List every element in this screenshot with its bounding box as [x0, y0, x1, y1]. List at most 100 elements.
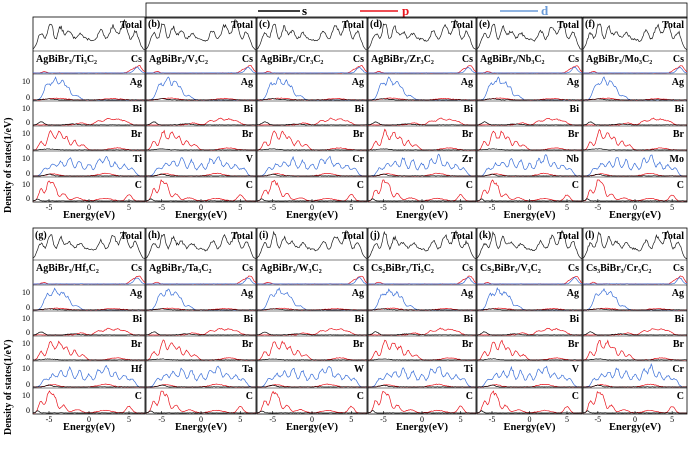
- element-label: Br: [131, 339, 143, 350]
- y-tick-label: 10: [22, 77, 30, 86]
- y-tick-label: 0: [26, 380, 30, 389]
- x-axis-title: Energy(eV): [63, 422, 115, 433]
- s-orbital-curve: [33, 121, 146, 126]
- s-orbital-curve: [367, 331, 476, 336]
- d-orbital-curve: [145, 365, 256, 388]
- panel-tag: (h): [148, 230, 160, 241]
- system-label: AgBiBr₃/Zr₃C₂: [371, 54, 434, 65]
- element-label: Bi: [244, 314, 254, 325]
- p-orbital-curve: [477, 130, 582, 151]
- system-label: AgBiBr₃/Mo₃C₂: [586, 54, 652, 65]
- element-label: Zr: [462, 154, 474, 165]
- element-label: Cs: [242, 54, 253, 65]
- s-orbital-curve: [32, 308, 145, 311]
- total-dos-curve: [145, 231, 257, 260]
- element-label: Bi: [355, 314, 365, 325]
- x-tick-label: 0: [87, 415, 91, 424]
- d-orbital-curve: [367, 153, 477, 177]
- dos-panel: Total Cs Ag Bi Br V C (b) AgBiBr₃/V₃C₂ -5 0 5 Energy…: [145, 16, 257, 221]
- d-orbital-curve: [32, 365, 146, 388]
- x-axis-title: Energy(eV): [286, 210, 338, 221]
- dos-panel: Total Cs Ag Bi Br Cr C (c) AgBiBr₃/Cr₃C₂ -5 0 5 Ener…: [256, 16, 368, 221]
- element-label: Br: [673, 129, 685, 140]
- x-tick-label: 0: [310, 415, 314, 424]
- legend-label-s: s: [302, 3, 307, 18]
- element-label: C: [677, 391, 684, 402]
- s-orbital-curve: [477, 308, 583, 311]
- panel-tag: (d): [370, 19, 382, 30]
- element-label: Nb: [566, 154, 579, 165]
- dos-panel: Total Cs Ag Bi Br Ta C (h) AgBiBr₃/Ta₃C₂ -5 0 5 Ener…: [145, 227, 257, 433]
- s-orbital-curve: [256, 148, 367, 151]
- s-orbital-curve: [32, 331, 146, 336]
- x-tick-label: -5: [380, 203, 387, 212]
- dos-panel: Total Cs Ag Bi Br Ti C (j) Cs₂BiBr₃/Ti₃C₂ -5 0 5 Ene…: [367, 227, 477, 433]
- x-tick-label: -5: [158, 415, 165, 424]
- element-label: Hf: [131, 364, 143, 375]
- s-orbital-curve: [32, 358, 145, 361]
- s-orbital-curve: [32, 98, 145, 101]
- element-label: C: [677, 180, 684, 191]
- y-axis-title-bottom: Density of states(1/eV): [3, 339, 14, 435]
- system-label: AgBiBr₃/W₃C₂: [260, 263, 322, 274]
- y-tick-label: 0: [26, 353, 30, 362]
- p-orbital-curve: [146, 339, 257, 361]
- x-tick-label: 5: [670, 203, 674, 212]
- s-orbital-curve: [145, 358, 256, 361]
- total-dos-curve: [32, 230, 146, 260]
- d-orbital-curve: [476, 365, 583, 388]
- x-tick-label: -5: [489, 203, 496, 212]
- y-tick-label: 0: [26, 169, 30, 178]
- y-axis-title-top: Density of states(1/eV): [3, 117, 14, 213]
- s-orbital-curve: [367, 98, 477, 101]
- d-orbital-curve: [256, 366, 368, 388]
- y-tick-label: 0: [26, 406, 30, 415]
- d-orbital-curve: [367, 366, 476, 388]
- panel-tag: (c): [259, 19, 270, 30]
- s-orbital-curve: [582, 148, 687, 151]
- d-orbital-curve: [145, 277, 257, 285]
- s-orbital-curve: [368, 173, 476, 177]
- dos-panel: Total Cs Ag Bi Br Mo C (f) AgBiBr₃/Mo₃C₂ -5 0 5 Ener…: [582, 16, 688, 221]
- x-tick-label: 0: [633, 203, 637, 212]
- panel-grid: Total Cs Ag Bi Br Ti C AgBiBr₃/Ti₃C₂ 0 10 0 10 0 10 0 1…: [22, 16, 688, 433]
- s-orbital-curve: [477, 331, 582, 336]
- element-label: Ag: [567, 77, 579, 88]
- d-orbital-curve: [476, 66, 583, 74]
- x-tick-label: 5: [670, 415, 674, 424]
- x-tick-label: -5: [380, 415, 387, 424]
- p-orbital-curve: [582, 128, 688, 151]
- s-orbital-curve: [368, 358, 477, 361]
- element-label: Bi: [570, 314, 580, 325]
- d-orbital-curve: [145, 66, 257, 74]
- d-orbital-curve: [32, 155, 145, 177]
- s-orbital-curve: [257, 121, 368, 126]
- legend: s p d: [145, 2, 688, 19]
- y-tick-label: 10: [22, 288, 30, 297]
- element-label: Cs: [673, 263, 684, 274]
- x-tick-label: 5: [565, 415, 569, 424]
- s-orbital-curve: [583, 308, 687, 311]
- element-label: Bi: [675, 314, 685, 325]
- s-orbital-curve: [477, 98, 583, 101]
- s-orbital-curve: [146, 98, 257, 101]
- element-label: Br: [462, 339, 474, 350]
- panel-tag: (i): [259, 230, 268, 241]
- y-tick-label: 10: [22, 314, 30, 323]
- element-label: Total: [120, 20, 142, 31]
- element-label: Ag: [352, 288, 364, 299]
- element-label: Ta: [242, 364, 253, 375]
- x-tick-label: -5: [595, 203, 602, 212]
- s-orbital-curve: [257, 308, 368, 311]
- element-label: Total: [231, 231, 253, 242]
- y-tick-label: 10: [22, 391, 30, 400]
- element-label: Ag: [130, 77, 142, 88]
- d-orbital-curve: [256, 155, 368, 177]
- element-label: Br: [353, 129, 365, 140]
- x-tick-label: 0: [87, 203, 91, 212]
- element-label: Total: [662, 231, 684, 242]
- x-tick-label: 5: [349, 415, 353, 424]
- d-orbital-curve: [582, 277, 688, 285]
- element-label: C: [572, 180, 579, 191]
